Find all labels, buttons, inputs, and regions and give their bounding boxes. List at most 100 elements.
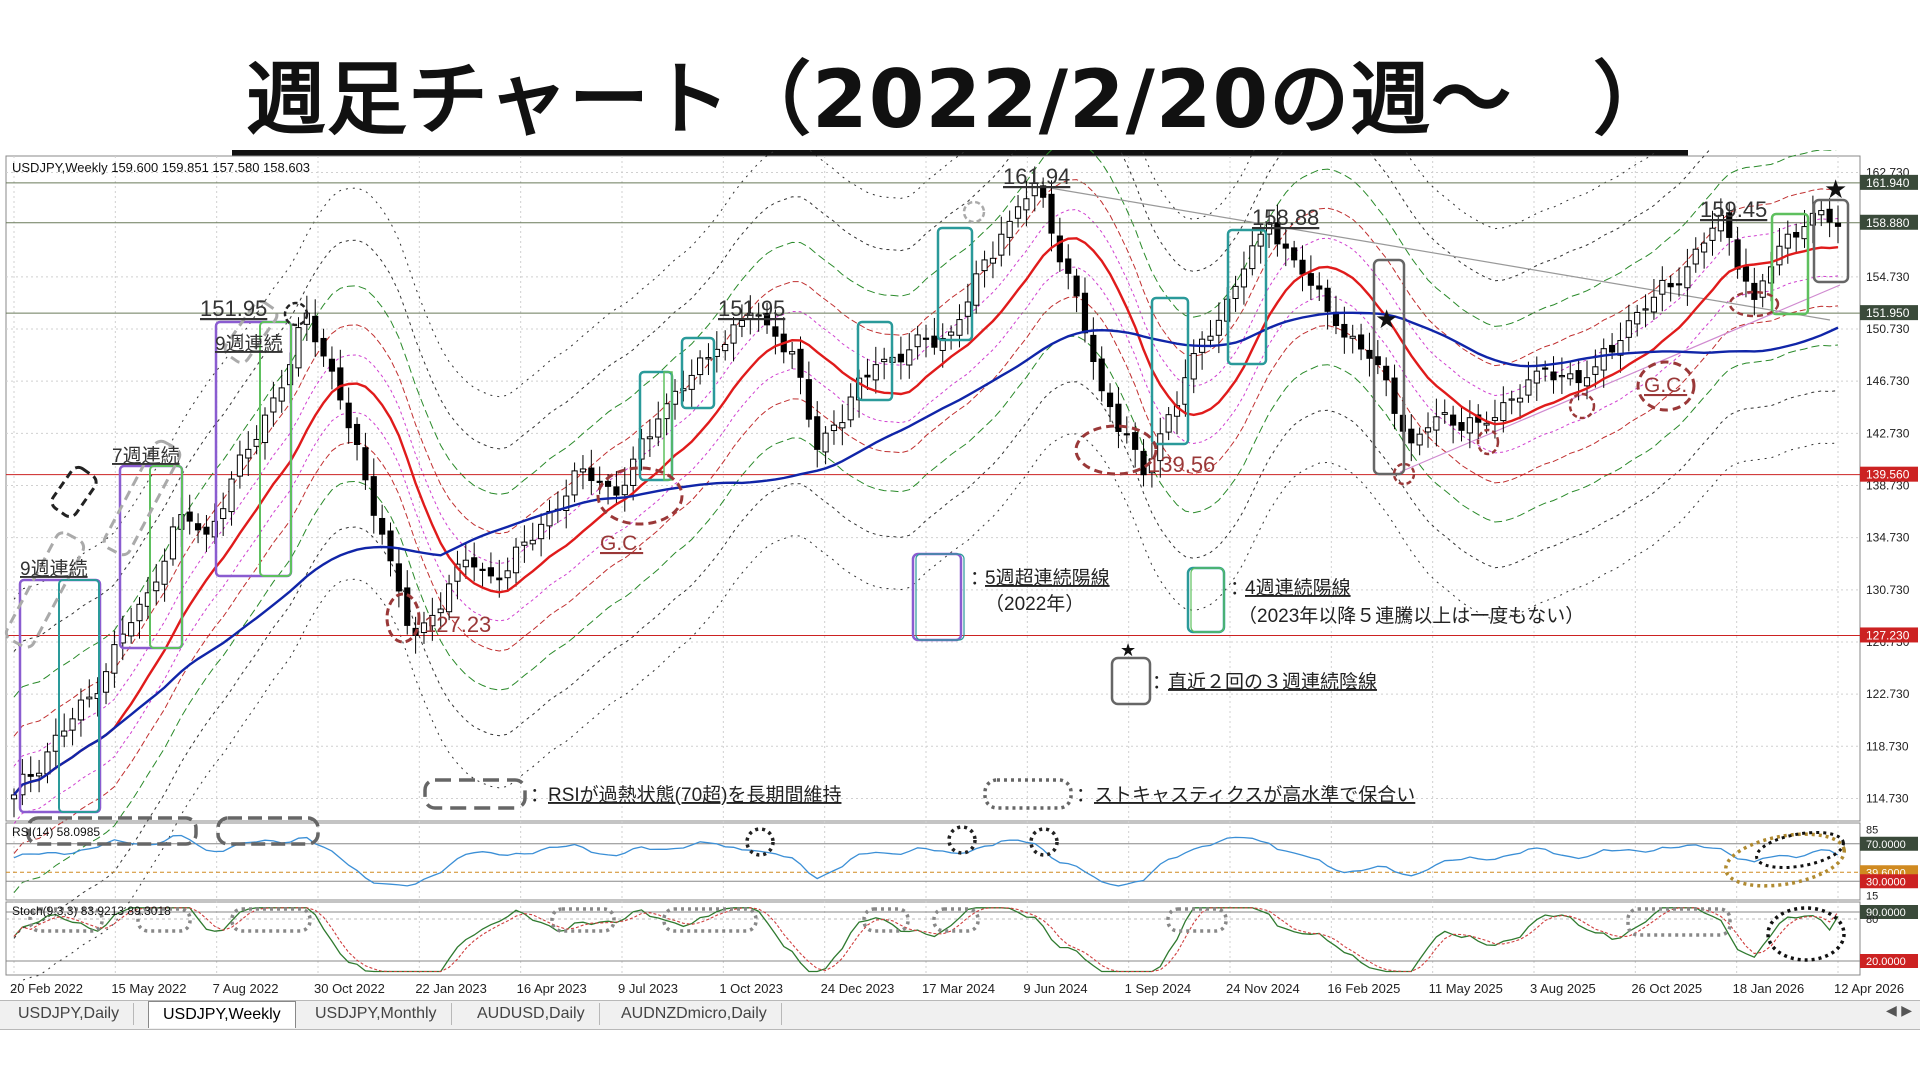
chart-svg[interactable]: 9週連続 7週連続 9週連続 151.95 151.95 161.94 158.… <box>0 42 1920 1000</box>
candles-group <box>10 166 1842 818</box>
support-trendline <box>1399 284 1841 473</box>
candle-body <box>387 530 394 562</box>
candle-body <box>563 495 570 511</box>
band-upper-3 <box>13 94 1839 652</box>
candle-body <box>1466 417 1473 434</box>
price-tick-label: 134.730 <box>1866 531 1910 545</box>
candle-body <box>1274 222 1281 245</box>
candle-body <box>1123 433 1130 436</box>
legend-colon-4: ： <box>530 785 549 806</box>
candle-body <box>504 570 511 579</box>
legend-teal-label: 4週連続陽線 <box>1245 577 1351 599</box>
teal-box-6 <box>1226 228 1268 366</box>
price-highlight-label: 139.560 <box>1866 468 1910 482</box>
candle-body <box>789 351 796 355</box>
candle-body <box>989 257 997 264</box>
candle-body <box>571 470 578 496</box>
tab-scroll-arrows[interactable]: ◀ ▶ <box>1886 1003 1912 1019</box>
candle-body <box>881 358 888 363</box>
stoch-dot-3 <box>230 907 312 933</box>
candle-body <box>1056 235 1063 263</box>
chart-area[interactable]: 9週連続 7週連続 9週連続 151.95 151.95 161.94 158.… <box>0 42 1920 1000</box>
candle-body <box>763 312 771 326</box>
candle-body <box>1483 422 1490 426</box>
candle-body <box>153 581 160 592</box>
tab-usdjpy-monthly[interactable]: USDJPY,Monthly <box>301 1003 452 1025</box>
annotation-boxes <box>4 198 1850 814</box>
band-lower-3 <box>13 381 1839 939</box>
candle-body <box>922 337 930 340</box>
tab-audnzdmicro-daily[interactable]: AUDNZDmicro,Daily <box>607 1003 782 1025</box>
candle-body <box>705 357 712 360</box>
candle-body <box>169 526 177 560</box>
time-tick-label: 9 Jun 2024 <box>1023 981 1087 996</box>
label-high-3: 161.94 <box>1003 164 1070 189</box>
candle-body <box>1600 348 1607 371</box>
label-low-1: 127.23 <box>424 612 491 637</box>
label-high-4: 158.88 <box>1252 205 1319 230</box>
teal-box-7 <box>1770 212 1810 316</box>
candle-body <box>1491 417 1499 421</box>
rsi-dashed-1 <box>26 816 198 846</box>
chart-header: USDJPY,Weekly 159.600 159.851 157.580 15… <box>12 160 310 175</box>
candle-body <box>839 422 846 429</box>
candle-body <box>1040 185 1047 198</box>
price-highlight-label: 158.880 <box>1866 216 1910 230</box>
stoch-axis-box <box>1860 905 1918 919</box>
candle-body <box>487 567 494 577</box>
candle-body <box>822 432 829 453</box>
candle-body <box>738 320 746 327</box>
candle-body <box>1575 370 1582 384</box>
candle-body <box>998 233 1005 256</box>
candle-body <box>136 603 143 622</box>
rsi-axis-box <box>1860 874 1918 889</box>
candle-body <box>1650 296 1658 313</box>
time-tick-label: 9 Jul 2023 <box>618 981 678 996</box>
candle-body <box>261 414 269 444</box>
candle-body <box>1358 334 1365 350</box>
ellipse-low-127 <box>385 592 421 644</box>
legend-purple-label: 5週超連続陽線 <box>985 567 1110 589</box>
time-tick-label: 3 Aug 2025 <box>1530 981 1596 996</box>
price-highlight-label: 161.940 <box>1866 176 1910 190</box>
candle-body <box>1157 433 1164 462</box>
candle-body <box>1450 414 1457 426</box>
candle-body <box>454 563 461 582</box>
tab-audusd-daily[interactable]: AUDUSD,Daily <box>463 1003 600 1025</box>
candle-body <box>730 324 737 344</box>
price-tick-label: 154.730 <box>1866 270 1910 284</box>
teal-box-b <box>149 465 183 649</box>
price-tick-label: 130.730 <box>1866 583 1910 597</box>
star-icon: ★ <box>1824 174 1847 204</box>
band-upper-1 <box>13 179 1839 737</box>
candle-body <box>10 794 18 800</box>
candle-body <box>337 367 344 401</box>
price-axis: 162.730154.730150.730146.730142.730138.7… <box>1860 166 1918 968</box>
candle-body <box>1307 273 1314 286</box>
candle-body <box>1106 392 1114 408</box>
candle-body <box>655 418 662 438</box>
stoch-main-line <box>13 907 1839 973</box>
candle-body <box>1776 245 1783 266</box>
rsi-pane <box>6 834 1860 887</box>
candle-body <box>1558 375 1565 378</box>
teal-box-5 <box>1150 296 1190 446</box>
legend-colon-2: ： <box>1230 578 1249 599</box>
candle-body <box>128 622 135 637</box>
candle-body <box>253 438 260 447</box>
price-highlight-box <box>1860 305 1918 321</box>
dashed-rsi-3 <box>223 299 279 365</box>
candle-body <box>1023 198 1030 211</box>
candle-body <box>1090 334 1097 363</box>
stoch-dot-4 <box>550 907 616 933</box>
tab-usdjpy-daily[interactable]: USDJPY,Daily <box>4 1003 135 1025</box>
candle-body <box>1659 279 1666 295</box>
rsi-dot-circle-1 <box>745 827 775 857</box>
teal-box-a <box>58 579 100 813</box>
ma-long-line <box>13 311 1839 796</box>
candle-body <box>864 374 871 378</box>
tab-usdjpy-weekly[interactable]: USDJPY,Weekly <box>148 1001 296 1028</box>
stoch-axis-box <box>1860 954 1918 968</box>
green-inner-1 <box>663 371 673 481</box>
candle-body <box>747 312 754 320</box>
